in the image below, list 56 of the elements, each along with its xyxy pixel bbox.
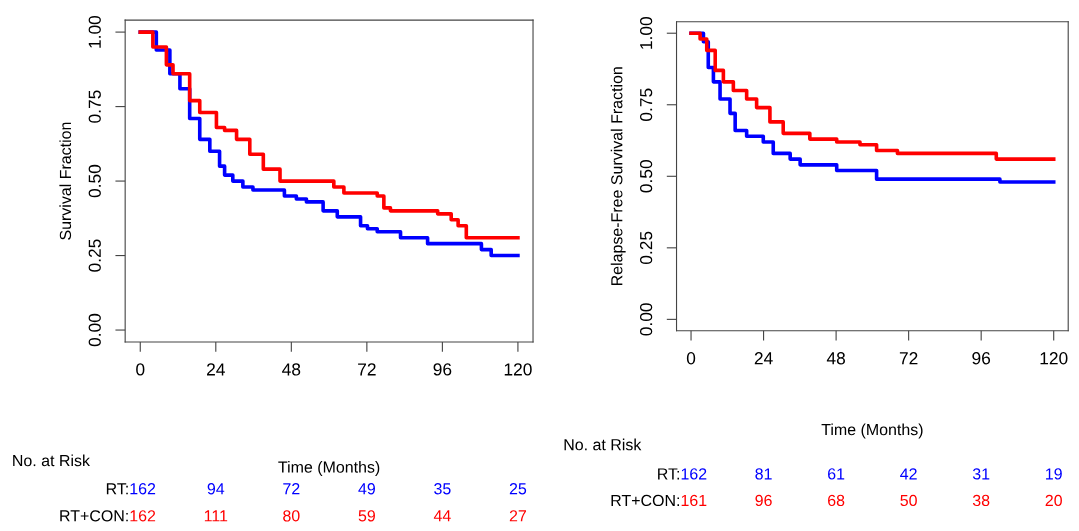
x-tick-label: 120 bbox=[504, 363, 532, 376]
y-tick-label: 0.00 bbox=[88, 313, 101, 347]
y-tick-label: 0.75 bbox=[639, 88, 653, 121]
x-axis-title: Time (Months) bbox=[278, 461, 380, 476]
text: 161 bbox=[681, 494, 707, 507]
text: 49 bbox=[358, 483, 375, 495]
y-axis-title: Relapse-Free Survival Fraction bbox=[610, 67, 626, 286]
y-tick-label: 0.00 bbox=[639, 303, 653, 336]
text: 50 bbox=[900, 494, 917, 507]
x-tick-label: 0 bbox=[686, 352, 696, 365]
text: 19 bbox=[1046, 468, 1062, 480]
text: 68 bbox=[828, 494, 845, 507]
text: 25 bbox=[509, 483, 527, 495]
text: RT: bbox=[658, 468, 680, 480]
text: 27 bbox=[509, 510, 526, 522]
y-tick-label: 0.75 bbox=[88, 90, 101, 123]
text: 61 bbox=[828, 468, 845, 480]
x-tick-label: 24 bbox=[207, 363, 225, 376]
x-tick-label: 48 bbox=[826, 352, 846, 365]
text: 162 bbox=[130, 483, 156, 495]
y-tick-label: 1.00 bbox=[639, 17, 653, 49]
text: 38 bbox=[972, 494, 990, 507]
text: 80 bbox=[283, 510, 300, 522]
text: 162 bbox=[130, 510, 156, 522]
y-tick-label: 1.00 bbox=[88, 15, 101, 48]
x-axis-title: Time (Months) bbox=[821, 423, 923, 439]
text: RT: bbox=[106, 483, 128, 495]
text: 96 bbox=[755, 494, 772, 507]
y-tick-label: 0.25 bbox=[88, 239, 101, 272]
text: 59 bbox=[358, 510, 375, 522]
x-tick-label: 96 bbox=[433, 363, 452, 376]
text: 31 bbox=[972, 468, 990, 480]
x-tick-label: 48 bbox=[282, 363, 301, 376]
x-tick-label: 72 bbox=[358, 363, 376, 376]
text: RT+CON: bbox=[611, 494, 679, 507]
text: 162 bbox=[681, 468, 707, 480]
text: 94 bbox=[207, 483, 225, 495]
text: RT+CON: bbox=[60, 510, 128, 522]
text: No. at Risk bbox=[564, 438, 642, 451]
text: 20 bbox=[1045, 494, 1062, 507]
text: 42 bbox=[900, 468, 917, 480]
y-axis-title: Survival Fraction bbox=[59, 122, 72, 240]
text: 44 bbox=[433, 510, 451, 522]
y-tick-label: 0.25 bbox=[639, 231, 653, 265]
text: 81 bbox=[755, 468, 772, 480]
x-tick-label: 24 bbox=[754, 352, 773, 365]
x-tick-label: 72 bbox=[899, 352, 918, 365]
text: 111 bbox=[204, 510, 228, 522]
x-tick-label: 96 bbox=[972, 352, 991, 365]
text: 72 bbox=[283, 483, 300, 495]
text: 35 bbox=[434, 483, 451, 495]
text: No. at Risk bbox=[13, 454, 90, 467]
y-tick-label: 0.50 bbox=[639, 160, 653, 193]
y-tick-label: 0.50 bbox=[88, 164, 101, 198]
x-tick-label: 0 bbox=[136, 363, 145, 376]
x-tick-label: 120 bbox=[1040, 352, 1068, 365]
